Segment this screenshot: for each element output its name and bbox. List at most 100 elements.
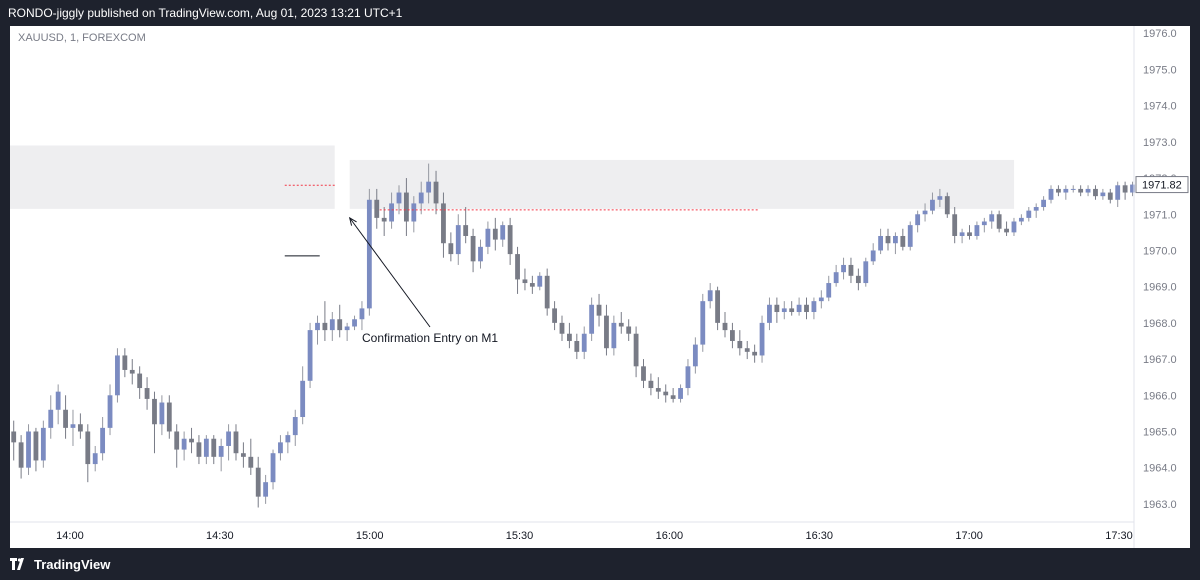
candle	[174, 424, 180, 468]
price-tick-12: 1975.0	[1143, 64, 1177, 76]
candles	[11, 163, 1135, 508]
candle	[863, 257, 869, 287]
candle	[85, 424, 91, 483]
levels	[284, 184, 760, 211]
candle-body	[663, 391, 669, 396]
candle	[952, 207, 958, 244]
candle-body	[122, 355, 128, 370]
candle	[1041, 196, 1047, 211]
candle-body	[307, 330, 313, 381]
candle	[804, 297, 809, 320]
candle	[255, 456, 261, 508]
candle-body	[381, 217, 387, 222]
candle-body	[48, 409, 54, 428]
candle	[700, 293, 706, 352]
candle-body	[433, 181, 439, 204]
candle	[1026, 207, 1032, 222]
candle	[907, 221, 913, 251]
time-tick-6: 17:00	[955, 530, 983, 542]
candle	[233, 424, 239, 461]
candle-body	[744, 348, 750, 352]
candle	[166, 395, 172, 439]
candle-body	[981, 221, 987, 226]
candle	[841, 257, 846, 280]
candle-body	[633, 333, 639, 367]
candle-body	[522, 279, 528, 284]
price-tick-1: 1964.0	[1143, 463, 1177, 475]
tradingview-brand[interactable]: TradingView	[10, 557, 110, 572]
candle-body	[752, 351, 758, 356]
candle	[1033, 203, 1039, 218]
candle-body	[329, 319, 335, 331]
candle	[100, 417, 106, 461]
candle	[515, 246, 520, 294]
candle	[981, 217, 987, 233]
candle-body	[581, 333, 587, 352]
candle-body	[789, 308, 795, 313]
last-price-label: 1971.82	[1142, 180, 1182, 192]
candle	[374, 188, 380, 229]
candle	[537, 272, 543, 291]
candle-body	[529, 283, 535, 287]
candle-body	[1041, 199, 1047, 208]
candle	[507, 217, 513, 265]
candle-body	[492, 228, 498, 240]
candle-body	[922, 210, 928, 215]
candle	[870, 243, 876, 265]
candle-body	[26, 431, 31, 468]
candle-body	[1130, 184, 1135, 193]
candle-body	[263, 482, 269, 497]
chart-area[interactable]: Confirmation Entry on M1 1963.0 1964.0 196…	[10, 26, 1190, 548]
price-tick-7: 1970.0	[1143, 245, 1177, 257]
candle-body	[878, 235, 884, 251]
candle	[737, 330, 743, 356]
candle	[1070, 185, 1076, 193]
candle	[893, 232, 898, 255]
candle-body	[833, 272, 839, 284]
candle-body	[115, 355, 120, 396]
candle-body	[885, 235, 891, 244]
candle	[855, 268, 861, 291]
candle	[944, 192, 950, 218]
price-tick-3: 1966.0	[1143, 390, 1177, 402]
candle-body	[285, 435, 291, 443]
candle	[344, 322, 350, 341]
price-chart[interactable]: Confirmation Entry on M1 1963.01964.0196…	[10, 26, 1190, 548]
candle	[115, 348, 120, 403]
candle	[574, 333, 580, 360]
candle	[322, 301, 328, 341]
candle-body	[566, 333, 572, 341]
candle	[930, 192, 935, 215]
candle	[781, 301, 787, 320]
candle-body	[730, 330, 735, 341]
candle	[285, 431, 291, 454]
time-tick-5: 16:30	[806, 530, 834, 542]
candle-body	[574, 340, 580, 352]
candle	[596, 293, 602, 327]
candle	[663, 384, 669, 403]
candle	[485, 221, 491, 255]
candle	[492, 217, 498, 251]
candle	[604, 304, 609, 356]
candle	[552, 301, 557, 331]
candle-body	[1011, 221, 1017, 233]
candle	[959, 228, 965, 244]
price-tick-6: 1969.0	[1143, 282, 1177, 294]
candle-body	[337, 319, 343, 331]
candle-body	[159, 402, 165, 425]
candle-body	[855, 275, 861, 284]
candle-body	[767, 304, 772, 323]
candle-body	[722, 322, 728, 331]
candle-body	[618, 322, 624, 327]
candle	[1100, 188, 1106, 200]
candle	[152, 391, 157, 454]
candle-body	[870, 250, 876, 262]
candle	[915, 210, 921, 233]
candle-body	[33, 431, 39, 461]
published-header: RONDO-jiggly published on TradingView.co…	[0, 0, 1200, 26]
candle-body	[559, 322, 565, 334]
candle-body	[1115, 185, 1121, 200]
candle-body	[374, 199, 380, 218]
candle	[455, 214, 461, 265]
annotation-text: Confirmation Entry on M1	[362, 331, 498, 345]
